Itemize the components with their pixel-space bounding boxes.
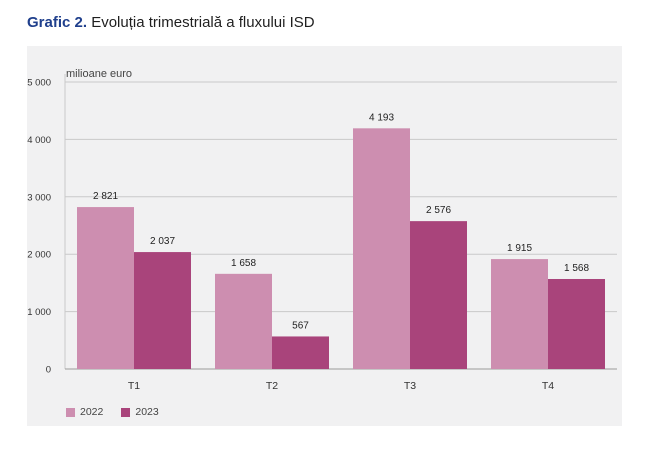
data-label-2022-T4: 1 915	[507, 243, 532, 254]
bar-2023-T2	[272, 336, 329, 369]
bar-2023-T3	[410, 221, 467, 369]
chart-title: Grafic 2. Evoluția trimestrială a fluxul…	[27, 14, 315, 31]
bar-2022-T3	[353, 128, 410, 369]
y-tick-label-2000: 2 000	[27, 250, 51, 261]
bar-2022-T2	[215, 273, 272, 369]
data-label-2022-T2: 1 658	[231, 258, 256, 269]
legend-label-2022: 2022	[80, 406, 104, 418]
data-label-2023-T4: 1 568	[564, 263, 589, 274]
chart-title-text: Evoluția trimestrială a fluxului ISD	[91, 14, 315, 31]
y-tick-label-4000: 4 000	[27, 135, 51, 146]
x-tick-label-T2: T2	[266, 380, 278, 392]
y-tick-label-3000: 3 000	[27, 192, 51, 203]
bar-2023-T4	[548, 278, 605, 369]
y-tick-label-0: 0	[46, 365, 51, 376]
x-tick-label-T3: T3	[404, 380, 416, 392]
y-unit-label: milioane euro	[66, 68, 132, 80]
data-label-2023-T2: 567	[292, 320, 309, 331]
data-label-2023-T1: 2 037	[150, 236, 175, 247]
legend-swatch-2023	[121, 407, 131, 417]
y-tick-label-1000: 1 000	[27, 307, 51, 318]
legend-swatch-2022	[66, 407, 75, 417]
data-label-2022-T3: 4 193	[369, 112, 394, 123]
data-label-2023-T3: 2 576	[426, 205, 451, 216]
chart-title-lead: Grafic 2.	[27, 14, 88, 31]
data-label-2022-T1: 2 821	[93, 191, 118, 202]
x-tick-label-T4: T4	[542, 380, 554, 392]
bar-2023-T1	[134, 252, 191, 369]
legend-item-2023: 2023	[121, 406, 159, 418]
y-tick-label-5000: 5 000	[27, 78, 51, 89]
legend: 2022 2023	[66, 406, 177, 418]
bar-2022-T1	[77, 207, 134, 369]
legend-label-2023: 2023	[135, 406, 159, 418]
legend-item-2022: 2022	[66, 406, 103, 418]
x-tick-label-T1: T1	[128, 380, 140, 392]
bar-2022-T4	[491, 259, 548, 369]
